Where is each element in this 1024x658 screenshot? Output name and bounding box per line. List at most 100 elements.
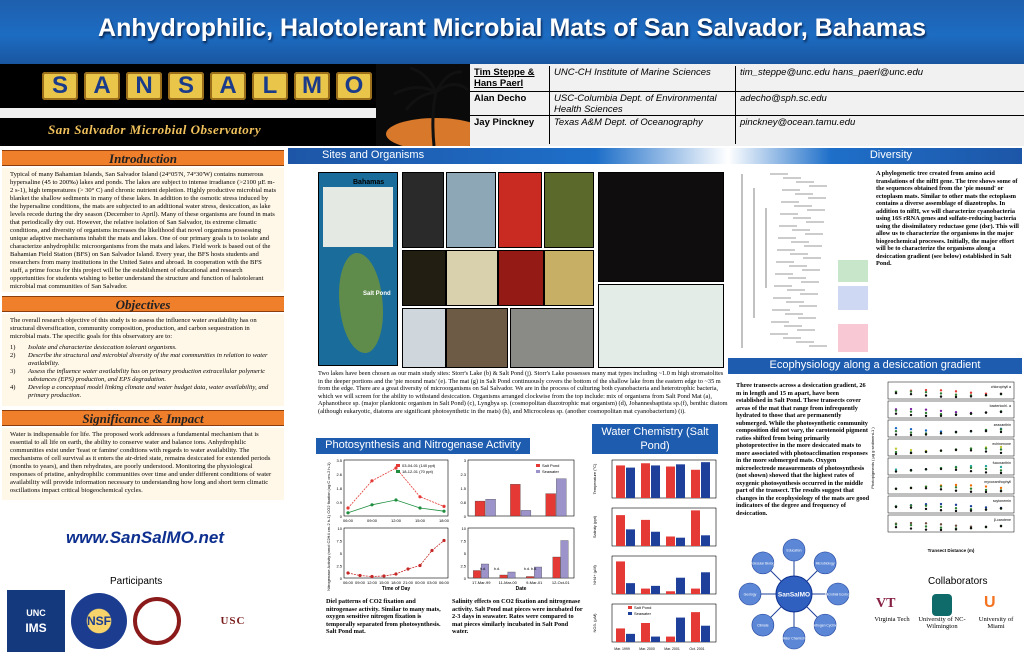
data-point xyxy=(954,486,958,489)
x-tick-label: 12:00 xyxy=(367,580,378,585)
data-point xyxy=(894,487,898,490)
data-point xyxy=(984,393,988,397)
photo-g xyxy=(498,250,544,306)
x-axis-label: Date xyxy=(516,586,527,592)
participant-logos: UNC IMS NSF USC xyxy=(2,588,284,654)
data-point xyxy=(909,468,913,472)
y-tick-label: 0.8 xyxy=(460,500,466,505)
data-point xyxy=(358,573,362,578)
introduction-heading: Introduction xyxy=(2,150,284,166)
palm-tree-icon xyxy=(376,64,470,146)
data-point xyxy=(924,504,928,507)
concept-node xyxy=(751,551,775,575)
legend-swatch xyxy=(396,464,400,467)
y-tick-label: 0.9 xyxy=(336,500,342,505)
data-point xyxy=(969,412,973,415)
y-tick-label: 0 xyxy=(464,514,467,519)
photo-i xyxy=(402,308,446,368)
data-point xyxy=(984,525,988,529)
data-point xyxy=(909,448,913,452)
bar xyxy=(626,583,635,594)
logo-letter: A xyxy=(210,72,246,100)
x-tick-label: 15:00 xyxy=(415,518,426,523)
legend-swatch xyxy=(536,464,540,467)
clade-band xyxy=(838,260,868,282)
data-point xyxy=(418,506,422,510)
x-tick-label: 09:00 xyxy=(355,580,366,585)
data-point xyxy=(969,395,973,398)
y-tick-label: 2.6 xyxy=(336,472,342,477)
data-point xyxy=(954,468,958,472)
bar xyxy=(651,636,660,642)
data-point xyxy=(394,466,398,470)
collaborator-name: University of NC-Wilmington xyxy=(918,616,966,630)
bar xyxy=(545,493,556,517)
data-point xyxy=(909,504,913,507)
sansalmo-logo: S A N S A L M O San Salvador Microbial O… xyxy=(0,64,470,146)
data-point xyxy=(924,522,928,525)
data-point xyxy=(894,426,898,430)
x-axis-label: Transect Distance (m) xyxy=(928,548,975,553)
objective-item: 2) Describe the structural and microbial … xyxy=(10,352,268,367)
bar xyxy=(641,463,650,498)
plot-frame xyxy=(887,514,1015,533)
concept-node xyxy=(782,626,806,650)
y-axis-label: NH4+ (µM) xyxy=(592,564,597,584)
legend-label: Salt Pond xyxy=(542,463,559,468)
x-tick-label: Oct. 2001 xyxy=(689,647,704,651)
bar-annotation: b.d. b.d. xyxy=(524,567,537,571)
pigment-label: echinenone xyxy=(992,442,1011,446)
bar-annotation: b.d. xyxy=(494,567,500,571)
water-chemistry-charts: Temperature (°C) Salinity (ppt) NH4+ (µM) N… xyxy=(592,459,717,651)
author-email[interactable]: tim_steppe@unc.edu hans_paerl@unc.edu xyxy=(740,67,924,78)
data-point xyxy=(924,487,928,490)
bar xyxy=(641,623,650,642)
data-point xyxy=(909,392,913,396)
data-point xyxy=(894,452,898,456)
data-point xyxy=(894,505,898,509)
map-title: Bahamas xyxy=(353,179,385,186)
data-point xyxy=(442,509,446,513)
concept-diagram: Education Microbiology Microbial Ecology Ni… xyxy=(738,538,852,650)
data-point xyxy=(894,523,898,526)
data-point xyxy=(909,523,913,527)
participants-heading: Participants xyxy=(110,576,163,587)
author-affiliation: USC-Columbia Dept. of Environmental Heal… xyxy=(550,92,736,115)
y-axis-label: CO2 fixation (ug C cm-2 h-1) xyxy=(326,462,331,514)
bar xyxy=(626,529,635,546)
photo-k xyxy=(510,308,594,368)
data-point xyxy=(939,502,943,506)
author-email[interactable]: pinckney@ocean.tamu.edu xyxy=(740,117,856,128)
data-point xyxy=(954,413,958,417)
author-email[interactable]: adecho@sph.sc.edu xyxy=(740,93,827,104)
data-point xyxy=(939,409,943,413)
data-point xyxy=(969,484,973,487)
x-tick-label: Mar. 2001 xyxy=(664,647,680,651)
objectives-panel: The overall research objective of this s… xyxy=(2,314,284,406)
bar xyxy=(626,633,635,642)
data-point xyxy=(969,469,973,473)
y-tick-label: 0 xyxy=(464,576,467,581)
data-point xyxy=(939,505,943,509)
logo-letter: S xyxy=(42,72,78,100)
ecophys-text: Three transects across a desiccation gra… xyxy=(736,382,870,517)
diversity-text: A phylogenetic tree created from amino a… xyxy=(876,170,1019,267)
data-point xyxy=(418,563,422,568)
x-tick-label: 09:00 xyxy=(367,518,378,523)
data-point xyxy=(909,413,913,417)
data-point xyxy=(939,414,943,418)
data-point xyxy=(984,506,988,509)
x-tick-label: 18:00 xyxy=(391,580,402,585)
bar xyxy=(560,540,569,579)
data-point xyxy=(999,392,1003,396)
photo-e xyxy=(402,250,446,306)
website-link[interactable]: www.SanSalMO.net xyxy=(65,528,225,547)
concept-node xyxy=(826,582,850,606)
y-tick-label: 3.5 xyxy=(336,458,342,463)
data-point xyxy=(394,572,398,576)
photosynthesis-heading: Photosynthesis and Nitrogenase Activity xyxy=(316,438,530,454)
data-point xyxy=(939,449,943,452)
concept-node xyxy=(813,551,837,575)
bar xyxy=(534,566,542,579)
logo-letter: L xyxy=(252,72,288,100)
